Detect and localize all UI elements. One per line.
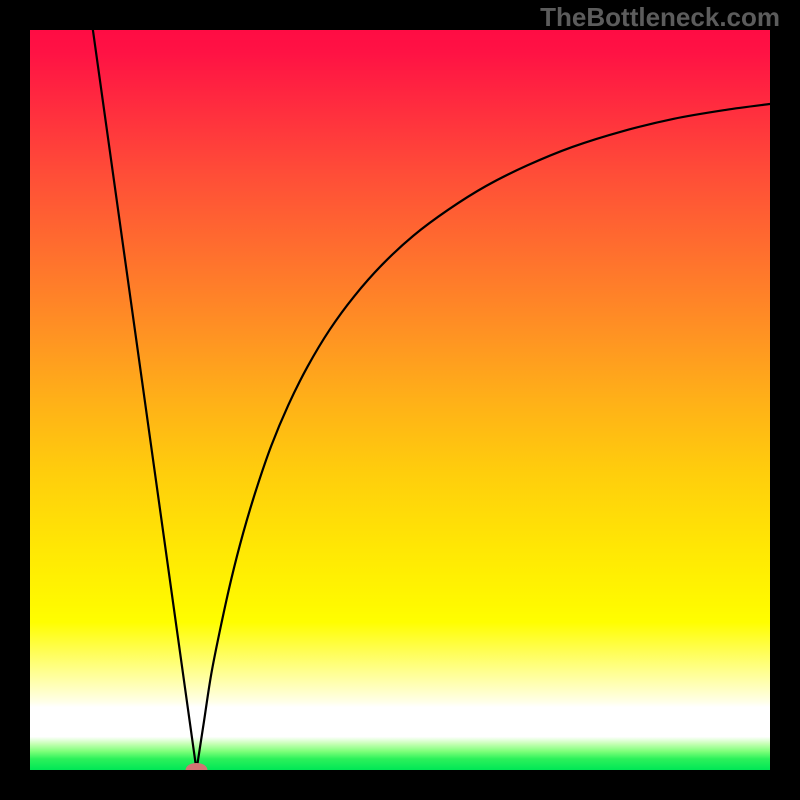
plot-area xyxy=(0,0,800,800)
chart-frame: TheBottleneck.com xyxy=(0,0,800,800)
watermark-text: TheBottleneck.com xyxy=(540,2,780,33)
plot-svg xyxy=(0,0,800,800)
gradient-background xyxy=(30,30,770,770)
